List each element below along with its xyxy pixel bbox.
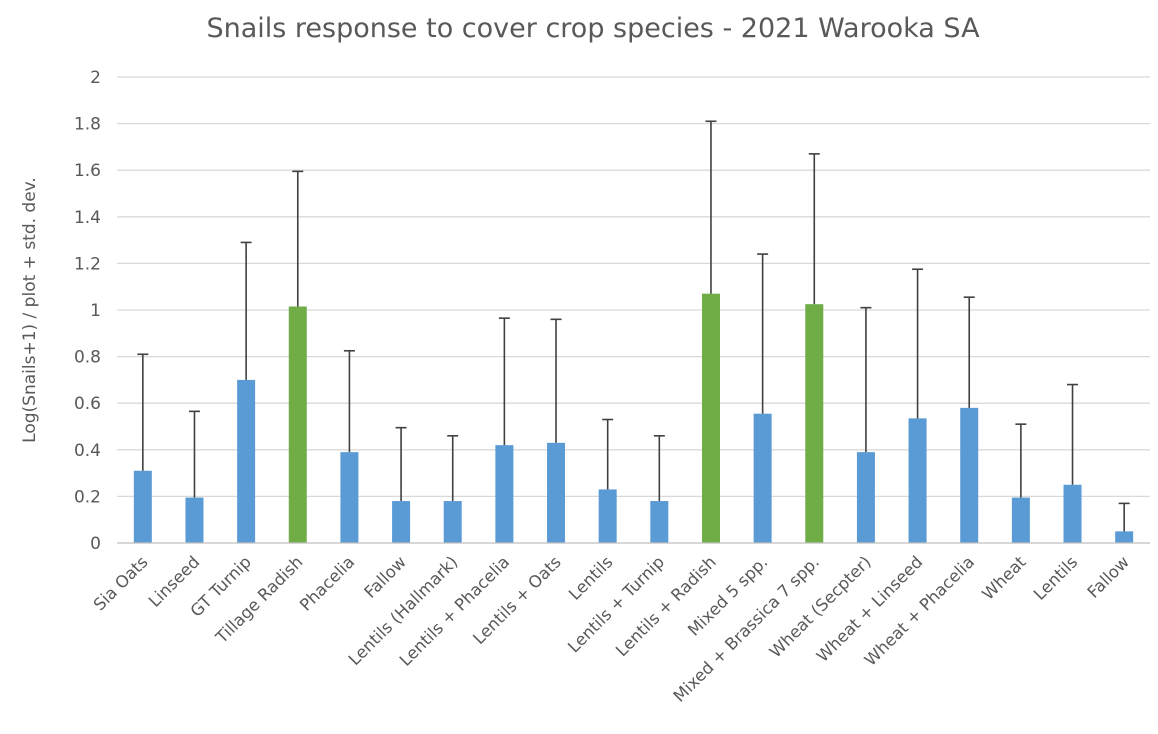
y-tick-label: 0.4 xyxy=(74,441,101,461)
error-bar xyxy=(1067,383,1079,485)
y-tick-label: 1.6 xyxy=(74,161,101,181)
error-bar xyxy=(808,153,820,305)
bar xyxy=(701,293,720,543)
bar xyxy=(650,501,669,543)
bar xyxy=(547,442,566,543)
error-bar xyxy=(498,317,510,446)
error-bar xyxy=(1015,423,1027,498)
y-tick-label: 0.6 xyxy=(74,394,101,414)
x-tick-label: Sia Oats xyxy=(90,552,152,614)
error-bar xyxy=(447,435,459,502)
error-bar xyxy=(1118,502,1130,532)
bar xyxy=(443,501,462,543)
x-tick-label: Lentils + Oats xyxy=(469,552,565,648)
error-bars xyxy=(137,120,1130,532)
bar xyxy=(1115,531,1134,543)
gridlines xyxy=(117,76,1150,498)
x-tick-label: Fallow xyxy=(1084,552,1133,601)
x-tick-label: Lentils + Turnip xyxy=(564,552,668,656)
bar xyxy=(495,445,514,543)
bar xyxy=(340,452,359,543)
y-tick-label: 1.2 xyxy=(74,254,101,274)
x-tick-label: Wheat xyxy=(978,552,1030,604)
bars xyxy=(133,293,1134,543)
y-tick-label: 1 xyxy=(90,301,101,321)
x-tick-label: Tillage Radish xyxy=(211,552,306,647)
error-bar xyxy=(137,353,149,471)
error-bar xyxy=(343,349,355,453)
bar xyxy=(133,470,152,543)
y-tick-label: 2 xyxy=(90,68,101,88)
bar xyxy=(753,413,772,543)
bar xyxy=(1011,497,1030,543)
y-tick-label: 1.4 xyxy=(74,208,101,228)
error-bar xyxy=(963,296,975,408)
bar xyxy=(908,418,927,543)
y-tick-label: 0.2 xyxy=(74,487,101,507)
error-bar xyxy=(602,418,614,490)
error-bar xyxy=(705,120,717,294)
bar xyxy=(856,452,875,543)
y-axis-label: Log(Snails+1) / plot + std. dev. xyxy=(20,177,40,443)
error-bar xyxy=(912,268,924,419)
y-tick-label: 0 xyxy=(90,534,101,554)
error-bar xyxy=(188,410,200,498)
bar xyxy=(805,304,824,543)
bar xyxy=(960,407,979,543)
error-bar xyxy=(860,306,872,453)
x-tick-label: Fallow xyxy=(361,552,410,601)
x-tick-label: Phacelia xyxy=(296,552,358,614)
error-bar xyxy=(757,253,769,414)
bar xyxy=(288,306,307,543)
error-bar xyxy=(240,241,252,380)
bar xyxy=(1063,484,1082,543)
error-bar xyxy=(653,435,665,502)
chart-title: Snails response to cover crop species - … xyxy=(206,13,980,44)
x-tick-label: Lentils xyxy=(1030,552,1081,603)
y-tick-label: 1.8 xyxy=(74,115,101,135)
error-bar xyxy=(292,170,304,307)
error-bar xyxy=(395,426,407,502)
y-axis-ticks: 0 0.2 0.4 0.6 0.8 1 1.2 1.4 1.6 1.8 2 xyxy=(74,68,101,554)
bar xyxy=(237,379,256,543)
x-tick-label: Lentils xyxy=(565,552,616,603)
bar xyxy=(392,501,411,543)
bar xyxy=(185,497,204,543)
y-tick-label: 0.8 xyxy=(74,348,101,368)
error-bar xyxy=(550,318,562,443)
bar xyxy=(598,489,617,543)
